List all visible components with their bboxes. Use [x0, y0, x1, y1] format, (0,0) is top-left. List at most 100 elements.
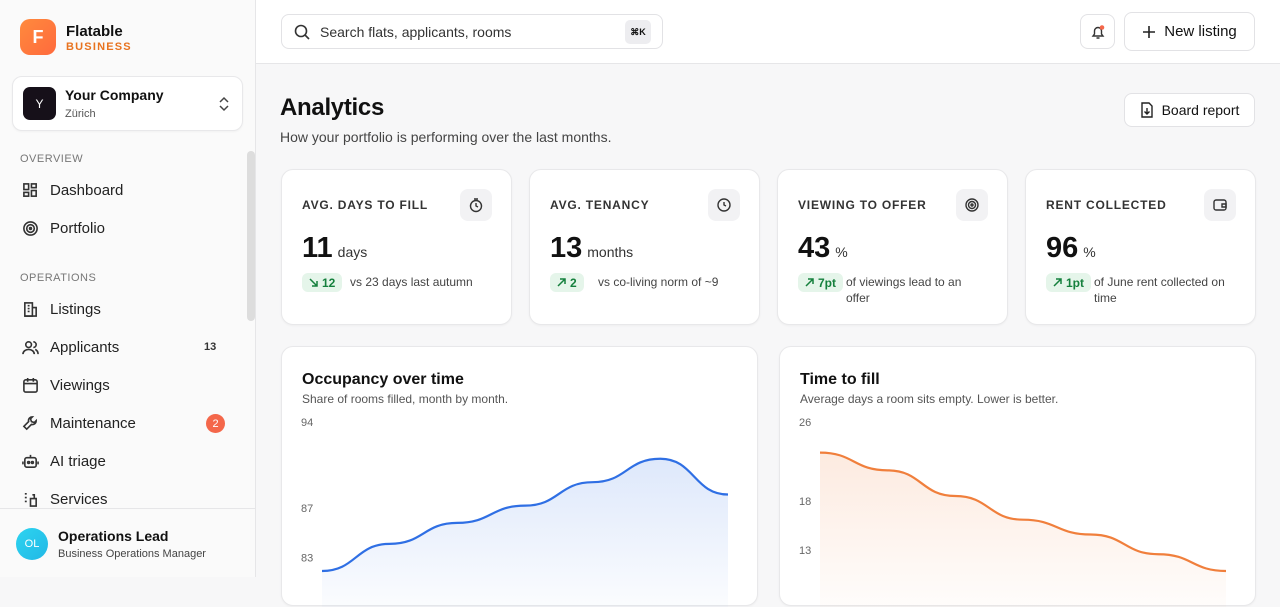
icon [22, 454, 39, 468]
nav-item[interactable]: Dashboard [22, 180, 123, 200]
chart-title: Occupancy over time [302, 371, 464, 388]
y-tick-label: 13 [799, 545, 811, 557]
part [23, 378, 38, 393]
icon [23, 220, 38, 236]
icon [22, 340, 39, 354]
nav-item[interactable]: Maintenance [22, 413, 136, 433]
delta-value: 2 [570, 275, 577, 290]
nav-label: Maintenance [50, 414, 136, 432]
kpi-card: VIEWING TO OFFER 43% 7pt of viewings lead t… [777, 169, 1008, 325]
nav-item[interactable]: AI triage [22, 451, 106, 471]
sidebar: F Flatable BUSINESS Y Your Company Züric… [0, 0, 256, 577]
part [1091, 26, 1104, 39]
nav-label: Applicants [50, 338, 120, 356]
logo: F [20, 19, 56, 55]
kpi-label: AVG. DAYS TO FILL [302, 198, 429, 212]
nav-label: AI triage [50, 452, 106, 470]
bell-icon [1091, 24, 1104, 39]
arrow [557, 278, 566, 287]
part [23, 377, 38, 384]
kpi-delta: 12 [302, 273, 343, 292]
chart-title: Time to fill [800, 371, 880, 388]
report-icon [1140, 102, 1153, 118]
kpi-delta: 1pt [1046, 273, 1091, 292]
part [30, 189, 37, 197]
icon [23, 377, 38, 393]
part [22, 454, 39, 464]
line [819, 451, 1227, 573]
page-title: Analytics [280, 94, 385, 121]
button-label: New listing [1164, 23, 1237, 40]
part [1143, 25, 1156, 38]
part [304, 33, 310, 40]
icon [24, 492, 37, 507]
board-report-button[interactable]: Board report [1124, 93, 1255, 127]
nav-item[interactable]: Viewings [22, 375, 110, 395]
user-name: Operations Lead [58, 528, 169, 544]
company-avatar: Y [23, 87, 56, 120]
kpi-delta: 7pt [798, 273, 843, 292]
nav-label: Listings [50, 300, 101, 318]
arrow [1053, 278, 1062, 287]
search-placeholder: Search flats, applicants, rooms [320, 23, 512, 40]
company-switcher[interactable]: Y Your Company Zürich [12, 76, 243, 131]
chart-card: Time to fill Average days a room sits emp… [779, 346, 1256, 607]
part [967, 200, 977, 210]
page-subtitle: How your portfolio is performing over th… [280, 129, 612, 145]
part [24, 304, 37, 317]
nav-label: Services [50, 490, 108, 508]
kpi-label: AVG. TENANCY [550, 198, 650, 212]
nav-label: Dashboard [50, 181, 124, 199]
part [1099, 24, 1104, 30]
brand-name: Flatable [66, 23, 123, 40]
brand-tagline: BUSINESS [66, 41, 132, 53]
part [1140, 102, 1153, 118]
icon [22, 415, 37, 430]
icon [965, 198, 979, 212]
part [23, 191, 30, 197]
search[interactable]: Search flats, applicants, rooms ⌘K [281, 14, 663, 49]
part [25, 223, 36, 233]
area [322, 458, 728, 607]
arrow [805, 278, 814, 287]
chart: 26 18 13 [799, 417, 1227, 607]
part [474, 198, 479, 208]
search-icon [294, 24, 310, 40]
part [24, 301, 34, 317]
kpi-icon [460, 189, 492, 221]
notifications[interactable] [1080, 14, 1115, 49]
user-avatar: OL [16, 528, 48, 560]
part [557, 278, 566, 287]
section-title: OVERVIEW [20, 153, 84, 165]
kpi-card: AVG. TENANCY 13 months 2 vs co-living norm o… [529, 169, 760, 325]
kpi-unit: % [835, 244, 848, 260]
part [23, 220, 38, 236]
part [30, 182, 37, 188]
part [1221, 203, 1227, 208]
nav-item[interactable]: Listings [22, 299, 101, 319]
arrow [309, 278, 318, 287]
user-footer[interactable]: OL Operations Lead Business Operations M… [0, 508, 255, 577]
chart-subtitle: Share of rooms filled, month by month. [302, 392, 509, 406]
nav-item[interactable]: Portfolio [22, 218, 105, 238]
kpi-note: vs 23 days last autumn [350, 275, 473, 289]
nav-badge: 2 [206, 414, 225, 433]
new-listing-button[interactable]: New listing [1124, 12, 1255, 51]
section-title: OPERATIONS [20, 272, 97, 284]
kpi-card: RENT COLLECTED 96% 1pt of June rent collect… [1025, 169, 1256, 325]
part [23, 182, 30, 190]
part [309, 278, 318, 287]
part [965, 198, 979, 212]
kpi-unit: days [337, 244, 368, 260]
kpi-delta: 2 [550, 273, 584, 292]
kpi-value: 43% [798, 232, 848, 265]
icon [1213, 199, 1227, 211]
part [469, 199, 483, 213]
nav-item[interactable]: Applicants [22, 337, 119, 357]
nav-item[interactable]: Services [22, 489, 108, 509]
kpi-note: of viewings lead to an offer [846, 275, 962, 305]
scrollbar [247, 151, 255, 321]
nav-count: 13 [204, 341, 217, 353]
plus-icon [1143, 25, 1156, 38]
kpi-value: 13 months [550, 232, 633, 265]
